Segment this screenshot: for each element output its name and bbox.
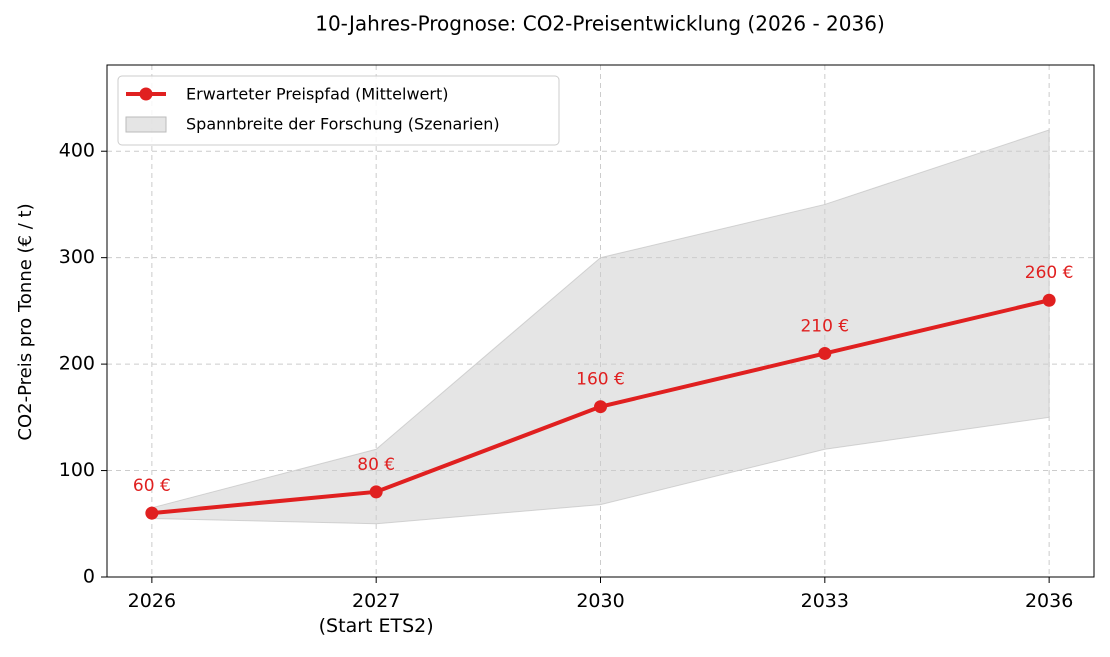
chart-title: 10-Jahres-Prognose: CO2-Preisentwicklung… — [315, 12, 885, 36]
y-tick-label: 100 — [59, 459, 95, 481]
x-tick-label: 2030 — [576, 590, 625, 612]
x-tick-label: 2026 — [127, 590, 177, 612]
x-tick-label: 2036 — [1024, 590, 1074, 612]
point — [145, 506, 159, 520]
y-tick-label: 0 — [83, 566, 95, 588]
data-label: 80 € — [357, 455, 395, 475]
legend-box — [117, 75, 560, 146]
data-label: 260 € — [1025, 263, 1074, 283]
y-tick-label: 300 — [59, 246, 95, 268]
data-label: 60 € — [133, 476, 171, 496]
plot-frame — [106, 64, 1095, 578]
point — [594, 400, 607, 414]
y-axis-label: CO2-Preis pro Tonne (€ / t) — [15, 203, 36, 440]
y-tick-label: 200 — [59, 353, 95, 375]
point — [818, 346, 832, 360]
x-tick-label: 2027 (Start ETS2) — [318, 590, 434, 637]
x-tick-label: 2033 — [800, 590, 849, 612]
legend-patch — [125, 116, 167, 133]
legend-marker — [139, 87, 153, 101]
legend-label: Erwarteter Preispfad (Mittelwert) — [186, 85, 448, 104]
y-tick-label: 400 — [59, 140, 95, 162]
point — [1042, 293, 1056, 307]
point — [369, 485, 383, 499]
data-label: 210 € — [800, 316, 849, 336]
data-label: 160 € — [576, 370, 625, 390]
legend-label: Spannbreite der Forschung (Szenarien) — [186, 115, 500, 134]
